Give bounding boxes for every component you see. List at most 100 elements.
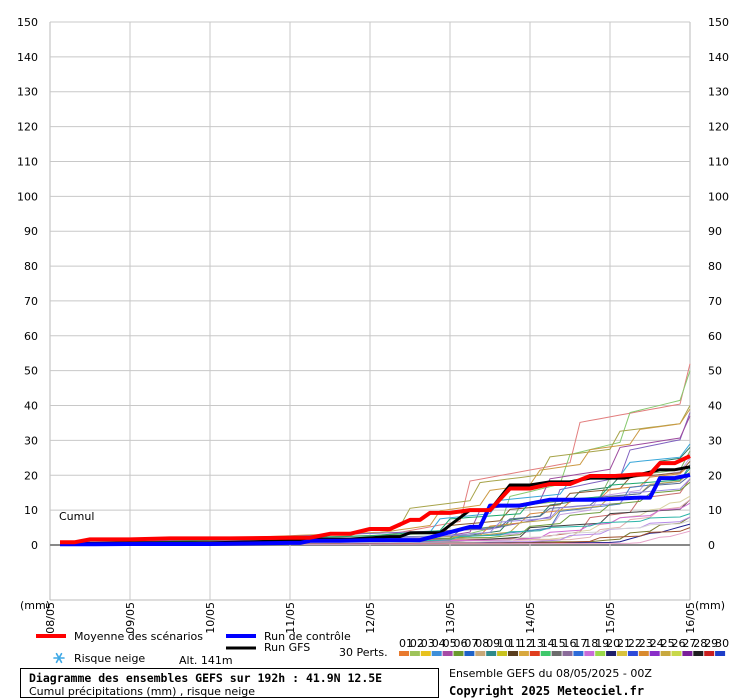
member-lines — [59, 363, 691, 546]
y-tick-label-right: 140 — [708, 51, 729, 64]
snowflake-icon — [53, 652, 65, 664]
y-tick-label-left: 140 — [17, 51, 38, 64]
perturbation-swatch — [671, 651, 682, 656]
x-tick-label: 14/05 — [524, 602, 537, 634]
perturbation-swatch — [540, 651, 551, 656]
perturbation-swatch — [704, 651, 715, 656]
perturbation-swatch — [475, 651, 486, 656]
y-tick-label-left: 120 — [17, 121, 38, 134]
info-box: Diagramme des ensembles GEFS sur 192h : … — [20, 668, 439, 698]
y-tick-label-right: 20 — [708, 469, 722, 482]
y-tick-label-right: 100 — [708, 190, 729, 203]
perturbation-number: 16 — [563, 637, 577, 650]
legend: Moyenne des scénarios Run de contrôleRun … — [36, 630, 729, 667]
chart-title: Diagramme des ensembles GEFS sur 192h : … — [29, 671, 383, 685]
perturbation-swatch — [682, 651, 693, 656]
perturbation-number: 28 — [693, 637, 707, 650]
x-tick-label: 13/05 — [444, 602, 457, 634]
main-series — [60, 454, 691, 547]
perturbation-number: 10 — [497, 637, 511, 650]
perturbation-swatch — [649, 651, 660, 656]
perturbation-swatch — [595, 651, 606, 656]
perturbation-number: 03 — [421, 637, 435, 650]
copyright: Copyright 2025 Meteociel.fr — [449, 684, 645, 698]
run-info: Ensemble GEFS du 08/05/2025 - 00Z — [449, 667, 652, 680]
perturbation-number: 18 — [584, 637, 598, 650]
y-tick-label-right: 80 — [708, 260, 722, 273]
perturbation-number: 22 — [628, 637, 642, 650]
perturbation-swatch — [442, 651, 453, 656]
perturbation-number: 06 — [454, 637, 468, 650]
perturbation-number: 08 — [475, 637, 489, 650]
perturbation-swatch — [518, 651, 529, 656]
y-tick-label-left: 20 — [24, 469, 38, 482]
y-tick-label-left: 110 — [17, 155, 38, 168]
member-line — [59, 370, 691, 546]
y-tick-label-left: 100 — [17, 190, 38, 203]
perturbation-swatch — [508, 651, 518, 656]
y-tick-label-left: 70 — [24, 295, 38, 308]
axis-labels: 0 0 10 10 20 20 30 30 40 40 50 50 60 60 70 70 80 80 90 90 10… — [17, 16, 729, 634]
x-tick-label: 12/05 — [364, 602, 377, 634]
perturbation-swatch — [529, 651, 540, 656]
perturbation-swatch — [453, 651, 464, 656]
perturbation-number: 20 — [606, 637, 620, 650]
x-tick-label: 15/05 — [604, 602, 617, 634]
chart-subtitle: Cumul précipitations (mm) , risque neige — [29, 685, 255, 698]
legend-label-gfs: Run GFS — [264, 641, 310, 654]
perturbation-number: 26 — [672, 637, 686, 650]
perturbation-swatch — [431, 651, 442, 656]
x-tick-label: 08/05 — [44, 602, 57, 634]
perturbation-swatch — [638, 651, 649, 656]
y-tick-label-right: 10 — [708, 504, 722, 517]
y-tick-label-right: 30 — [708, 434, 722, 447]
y-tick-label-right: 90 — [708, 225, 722, 238]
perturbation-swatch — [409, 651, 420, 656]
perturbation-swatch — [660, 651, 671, 656]
perturbation-swatch — [715, 651, 726, 656]
y-axis-label-right: (mm) — [695, 599, 725, 612]
y-tick-label-right: 150 — [708, 16, 729, 29]
altitude-label: Alt. 141m — [179, 654, 233, 667]
y-tick-label-right: 40 — [708, 400, 722, 413]
perturbation-swatch — [617, 651, 627, 656]
perturbation-swatch — [486, 651, 497, 656]
y-tick-label-right: 60 — [708, 330, 722, 343]
perturbation-swatch — [606, 651, 617, 656]
y-tick-label-left: 30 — [24, 434, 38, 447]
y-tick-label-left: 10 — [24, 504, 38, 517]
y-tick-label-right: 50 — [708, 365, 722, 378]
perturbation-swatch — [420, 651, 431, 656]
perturbation-number: 07 — [464, 637, 478, 650]
member-line — [59, 412, 691, 546]
perturbation-number: 13 — [530, 637, 544, 650]
y-tick-label-left: 150 — [17, 16, 38, 29]
y-tick-label-left: 80 — [24, 260, 38, 273]
perturbation-number: 01 — [399, 637, 413, 650]
perturbation-number: 04 — [432, 637, 446, 650]
perturbation-swatch — [562, 651, 573, 656]
y-tick-label-left: 0 — [31, 539, 38, 552]
y-tick-label-right: 110 — [708, 155, 729, 168]
y-tick-label-left: 40 — [24, 400, 38, 413]
x-tick-label: 09/05 — [124, 602, 137, 634]
member-line — [59, 415, 691, 546]
perturbation-swatch — [573, 651, 584, 656]
perturbation-number: 02 — [410, 637, 424, 650]
member-line — [59, 363, 691, 546]
y-tick-label-right: 70 — [708, 295, 722, 308]
perturbation-number: 17 — [573, 637, 587, 650]
y-tick-label-left: 90 — [24, 225, 38, 238]
grid — [49, 21, 691, 601]
perturbation-swatch — [627, 651, 638, 656]
y-tick-label-right: 120 — [708, 121, 729, 134]
perturbation-number: 27 — [682, 637, 696, 650]
perturbation-number: 14 — [541, 637, 555, 650]
y-axis-label-left: (mm) — [20, 599, 50, 612]
perturbation-swatch — [551, 651, 562, 656]
perturbation-number: 05 — [443, 637, 457, 650]
y-tick-label-right: 0 — [708, 539, 715, 552]
perturbation-number: 12 — [519, 637, 533, 650]
x-tick-label: 10/05 — [204, 602, 217, 634]
